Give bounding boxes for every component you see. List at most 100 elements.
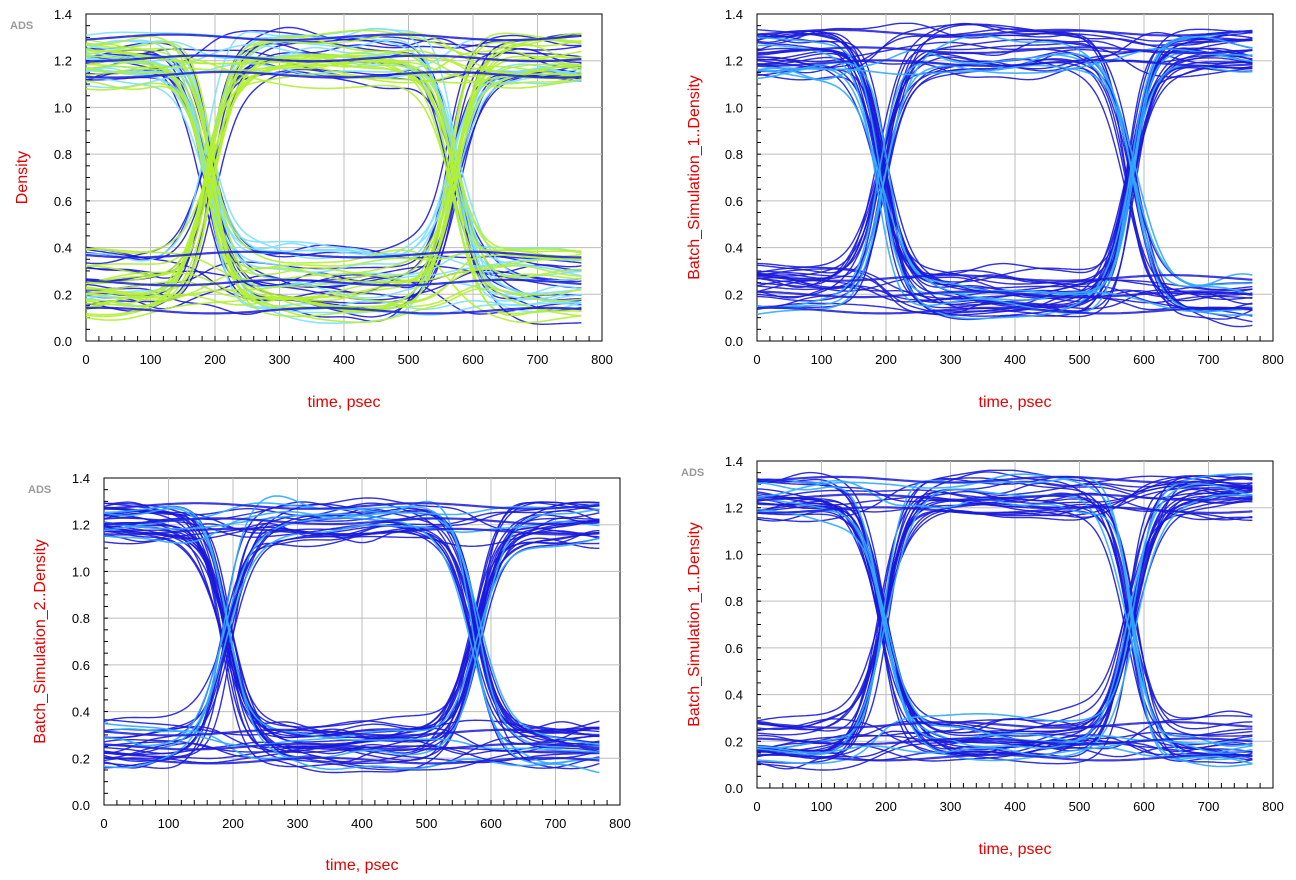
y-tick-label: 1.0: [72, 564, 90, 579]
eye-trace: [756, 501, 1253, 758]
grid-lines: [757, 461, 1273, 788]
x-axis-label: time, psec: [979, 394, 1052, 411]
level-band-trace: [756, 59, 1253, 68]
ads-logo: ADS: [681, 467, 704, 479]
x-tick-label: 0: [753, 352, 760, 367]
ads-logo: ADS: [28, 484, 51, 496]
x-tick-label: 800: [1262, 799, 1284, 814]
x-axis-label: time, psec: [308, 394, 381, 411]
y-tick-label: 0.6: [72, 658, 90, 673]
eye-trace: [85, 50, 582, 268]
x-tick-label: 0: [100, 816, 107, 831]
x-tick-label: 300: [940, 799, 962, 814]
y-tick-label: 0.8: [54, 147, 72, 162]
x-tick-label: 0: [82, 352, 89, 367]
x-tick-label: 200: [875, 799, 897, 814]
eye-trace: [756, 483, 1253, 753]
y-tick-label: 1.2: [725, 501, 743, 516]
y-tick-labels: 0.0 0.2 0.4 0.6 0.8 1.0 1.2 1.4: [54, 7, 72, 349]
eye-traces: [756, 469, 1253, 771]
y-tick-label: 1.0: [54, 100, 72, 115]
eye-trace: [756, 483, 1253, 743]
eye-trace: [756, 58, 1253, 310]
eye-trace: [103, 504, 600, 747]
level-band-trace: [104, 517, 600, 526]
y-tick-label: 1.0: [725, 547, 743, 562]
y-tick-label: 0.4: [54, 241, 72, 256]
x-axis-label: time, psec: [979, 841, 1052, 858]
y-tick-label: 1.2: [72, 518, 90, 533]
eye-trace: [85, 35, 582, 324]
eye-trace: [85, 36, 582, 276]
eye-trace: [757, 503, 1253, 757]
eye-trace: [756, 31, 1253, 291]
level-band-trace: [85, 250, 582, 259]
eye-trace: [103, 513, 600, 765]
y-axis-label: Batch_Simulation_1..Density: [686, 75, 703, 280]
x-tick-label: 600: [480, 816, 502, 831]
y-tick-label: 1.0: [725, 100, 743, 115]
eye-trace: [85, 55, 582, 307]
x-tick-labels: 0 100 200 300 400 500 600 700 800: [753, 352, 1283, 367]
level-band-trace: [103, 742, 600, 751]
level-band-trace: [103, 756, 600, 765]
eye-trace: [103, 507, 600, 774]
eye-chart-3: 0 100 200 300 400 500 600 700 800 0.0 0.2 0.4 0.6 0.8…: [28, 471, 631, 874]
eye-trace: [103, 501, 600, 763]
x-tick-label: 500: [398, 352, 420, 367]
x-tick-label: 600: [1133, 352, 1155, 367]
y-tick-label: 0.6: [725, 194, 743, 209]
y-tick-label: 0.2: [725, 734, 743, 749]
level-band-trace: [756, 306, 1253, 315]
x-tick-label: 700: [1198, 799, 1220, 814]
y-tick-label: 0.6: [725, 641, 743, 656]
eye-trace: [85, 58, 582, 282]
eye-trace: [756, 475, 1253, 722]
x-tick-label: 200: [222, 816, 244, 831]
eye-trace: [104, 505, 600, 753]
y-tick-label: 1.4: [725, 454, 743, 469]
y-tick-label: 0.0: [72, 798, 90, 813]
x-tick-label: 400: [333, 352, 355, 367]
x-tick-label: 200: [875, 352, 897, 367]
x-tick-label: 400: [1004, 799, 1026, 814]
eye-trace: [103, 527, 600, 763]
level-band-trace: [86, 54, 582, 63]
eye-trace: [756, 64, 1253, 320]
eye-trace: [756, 509, 1253, 762]
eye-trace: [756, 476, 1253, 768]
x-tick-label: 100: [158, 816, 180, 831]
eye-trace: [104, 534, 600, 755]
y-tick-label: 0.0: [54, 334, 72, 349]
y-tick-labels: 0.0 0.2 0.4 0.6 0.8 1.0 1.2 1.4: [72, 471, 90, 813]
x-tick-label: 700: [545, 816, 567, 831]
level-band-trace: [757, 737, 1253, 746]
eye-trace: [756, 475, 1253, 754]
eye-trace: [756, 491, 1253, 758]
y-axis-label: Density: [14, 151, 31, 204]
y-tick-label: 0.0: [725, 781, 743, 796]
level-band-trace: [757, 493, 1253, 502]
eye-chart-1: 0 100 200 300 400 500 600 700 800 0.0 0.2 0.4 0.6 0.8…: [10, 7, 613, 411]
level-band-trace: [756, 274, 1253, 282]
level-band-trace: [85, 33, 582, 42]
y-tick-label: 1.2: [54, 54, 72, 69]
y-tick-label: 0.8: [725, 147, 743, 162]
x-tick-label: 400: [351, 816, 373, 831]
eye-chart-4: 0 100 200 300 400 500 600 700 800 0.0 0.2 0.4 0.6 0.8…: [681, 454, 1284, 858]
eye-trace: [757, 495, 1253, 744]
level-band-trace: [757, 290, 1253, 299]
eye-traces: [103, 495, 600, 774]
y-tick-labels: 0.0 0.2 0.4 0.6 0.8 1.0 1.2 1.4: [725, 454, 743, 796]
eye-trace: [103, 508, 600, 760]
y-tick-label: 0.2: [72, 751, 90, 766]
eye-trace: [756, 69, 1253, 313]
ads-logo: ADS: [10, 20, 33, 32]
eye-trace: [103, 531, 600, 755]
level-band-trace: [103, 728, 600, 737]
level-band-trace: [756, 753, 1253, 762]
eye-chart-2: 0 100 200 300 400 500 600 700 800 0.0 0.2 0.4 0.6 0.8…: [686, 7, 1284, 411]
y-tick-label: 1.4: [72, 471, 90, 486]
x-tick-label: 500: [1069, 352, 1091, 367]
